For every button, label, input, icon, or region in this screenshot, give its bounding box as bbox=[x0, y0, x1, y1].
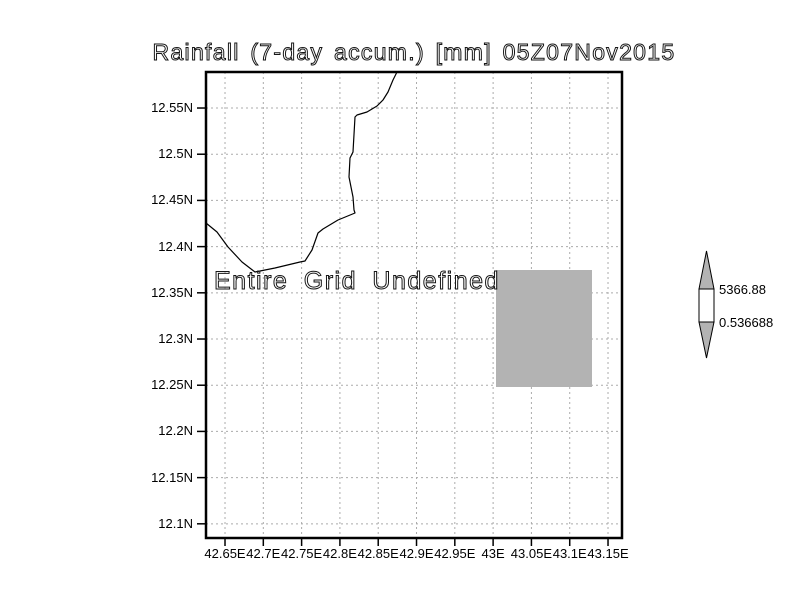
coastline bbox=[205, 71, 398, 273]
y-tick-label: 12.4N bbox=[158, 238, 193, 254]
y-tick-label: 12.1N bbox=[158, 515, 193, 531]
plot-title: Rainfall (7-day accum.) [mm] 05Z07Nov201… bbox=[152, 39, 676, 66]
y-tick-label: 12.35N bbox=[151, 284, 193, 300]
x-tick-label: 42.75E bbox=[281, 546, 323, 561]
plot-border bbox=[204, 70, 624, 540]
colorbar-max-label: 5366.88 bbox=[719, 282, 766, 297]
shaded-region bbox=[496, 270, 592, 387]
y-tick-label: 12.3N bbox=[158, 331, 193, 347]
y-tick-label: 12.55N bbox=[151, 100, 193, 116]
colorbar-lower-triangle bbox=[698, 321, 715, 359]
y-tick-label: 12.15N bbox=[151, 469, 193, 485]
y-tick-label: 12.25N bbox=[151, 377, 193, 393]
y-tick-label: 12.45N bbox=[151, 192, 193, 208]
x-tick-label: 42.85E bbox=[357, 546, 399, 561]
x-tick-label: 42.8E bbox=[322, 546, 357, 561]
x-tick-label: 42.7E bbox=[246, 546, 281, 561]
x-tick-label: 43E bbox=[481, 546, 505, 561]
colorbar-arrow bbox=[698, 250, 715, 359]
x-tick-label: 42.65E bbox=[204, 546, 246, 561]
undefined-grid-message: Entire Grid Undefined bbox=[214, 267, 500, 296]
x-tick-label: 43.1E bbox=[552, 546, 587, 561]
x-tick-label: 42.95E bbox=[434, 546, 476, 561]
map-canvas bbox=[197, 70, 624, 546]
axis-ticks bbox=[197, 107, 609, 546]
map-plot-area: Entire Grid Undefined bbox=[197, 70, 624, 546]
y-tick-label: 12.5N bbox=[158, 146, 193, 162]
x-tick-label: 43.05E bbox=[510, 546, 553, 561]
colorbar-min-label: 0.536688 bbox=[719, 315, 774, 330]
colorbar-middle-box bbox=[698, 288, 715, 323]
x-tick-label: 43.15E bbox=[587, 546, 629, 561]
colorbar-upper-triangle bbox=[698, 250, 715, 290]
x-tick-label: 42.9E bbox=[399, 546, 434, 561]
y-tick-label: 12.2N bbox=[158, 423, 193, 439]
colorbar: 5366.88 0.536688 bbox=[696, 248, 792, 364]
